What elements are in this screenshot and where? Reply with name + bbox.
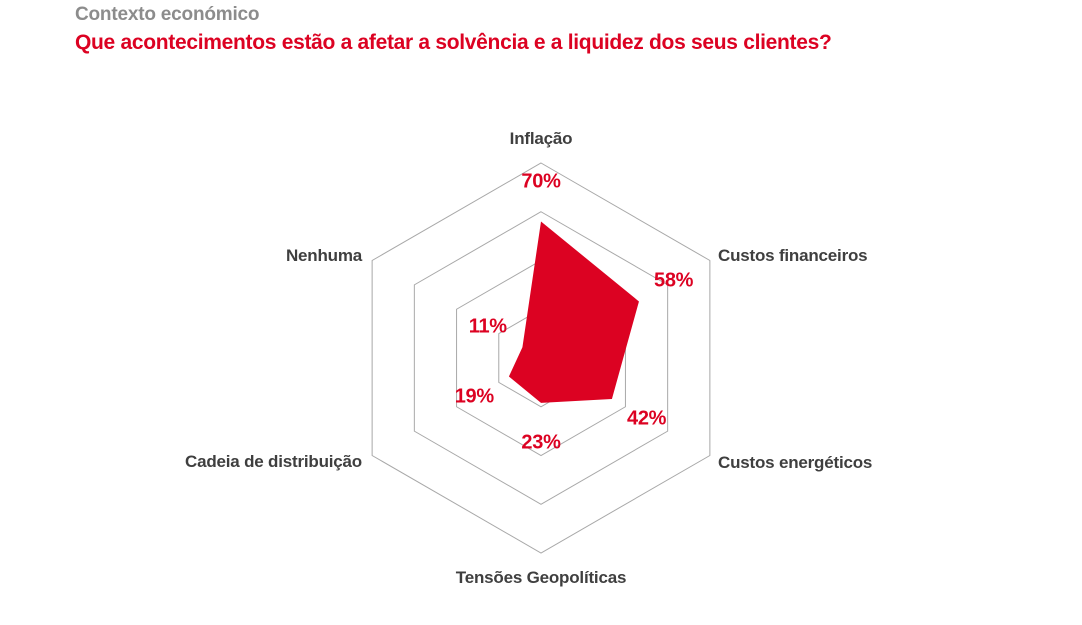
category-label-tensoes-geopoliticas: Tensões Geopolíticas bbox=[455, 568, 627, 587]
category-label-inflacao: Inflação bbox=[509, 129, 573, 148]
value-label-inflacao: 70% bbox=[521, 170, 561, 192]
category-label-nenhuma: Nenhuma bbox=[285, 246, 362, 265]
value-label-custos-energeticos: 42% bbox=[626, 407, 667, 430]
chart-title: Que acontecimentos estão a afetar a solv… bbox=[75, 31, 832, 54]
chart-kicker: Contexto económico bbox=[75, 4, 260, 25]
value-label-tensoes-geopoliticas: 23% bbox=[521, 431, 561, 454]
radar-data-polygon bbox=[508, 221, 639, 403]
value-label-custos-financeiros: 58% bbox=[654, 269, 694, 292]
category-label-custos-financeiros: Custos financeiros bbox=[718, 246, 868, 265]
value-label-cadeia-de-distribuicao: 19% bbox=[454, 385, 494, 408]
category-label-custos-energeticos: Custos energéticos bbox=[718, 453, 873, 472]
radar-grid-ring-75 bbox=[413, 211, 669, 505]
radar-grid-ring-100 bbox=[371, 162, 711, 554]
category-label-cadeia-de-distribuicao: Cadeia de distribuição bbox=[185, 452, 362, 471]
value-label-nenhuma: 11% bbox=[468, 315, 507, 338]
